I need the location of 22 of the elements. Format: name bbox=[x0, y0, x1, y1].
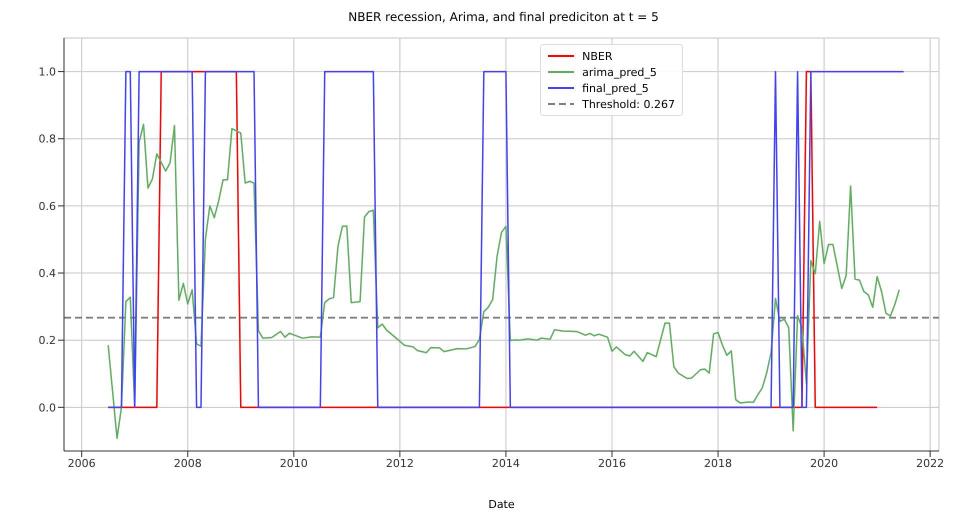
y-tick-label: 0.8 bbox=[38, 132, 56, 146]
x-axis-title: Date bbox=[487, 498, 516, 511]
x-tick-label: 2008 bbox=[174, 456, 202, 470]
x-tick-label: 2018 bbox=[704, 456, 732, 470]
x-tick-label: 2010 bbox=[280, 456, 308, 470]
x-tick-label: 2014 bbox=[492, 456, 520, 470]
x-tick-label: 2012 bbox=[386, 456, 414, 470]
y-tick-label: 0.2 bbox=[38, 334, 56, 348]
legend-label: Threshold: 0.267 bbox=[582, 98, 675, 110]
x-tick-label: 2022 bbox=[916, 456, 944, 470]
y-tick-label: 1.0 bbox=[38, 65, 56, 78]
legend-label: final_pred_5 bbox=[582, 82, 649, 94]
x-tick-label: 2016 bbox=[598, 456, 626, 470]
x-tick-label: 2020 bbox=[810, 456, 838, 470]
y-tick-label: 0.0 bbox=[38, 401, 56, 414]
legend-label: arima_pred_5 bbox=[582, 66, 657, 78]
y-tick-label: 0.6 bbox=[38, 200, 56, 213]
chart-title: NBER recession, Arima, and final prediciton at t = 5 bbox=[347, 10, 660, 24]
line-series bbox=[107, 124, 900, 439]
y-tick-label: 0.4 bbox=[38, 266, 56, 280]
x-tick-label: 2006 bbox=[68, 456, 96, 470]
legend-label: NBER bbox=[582, 50, 612, 62]
